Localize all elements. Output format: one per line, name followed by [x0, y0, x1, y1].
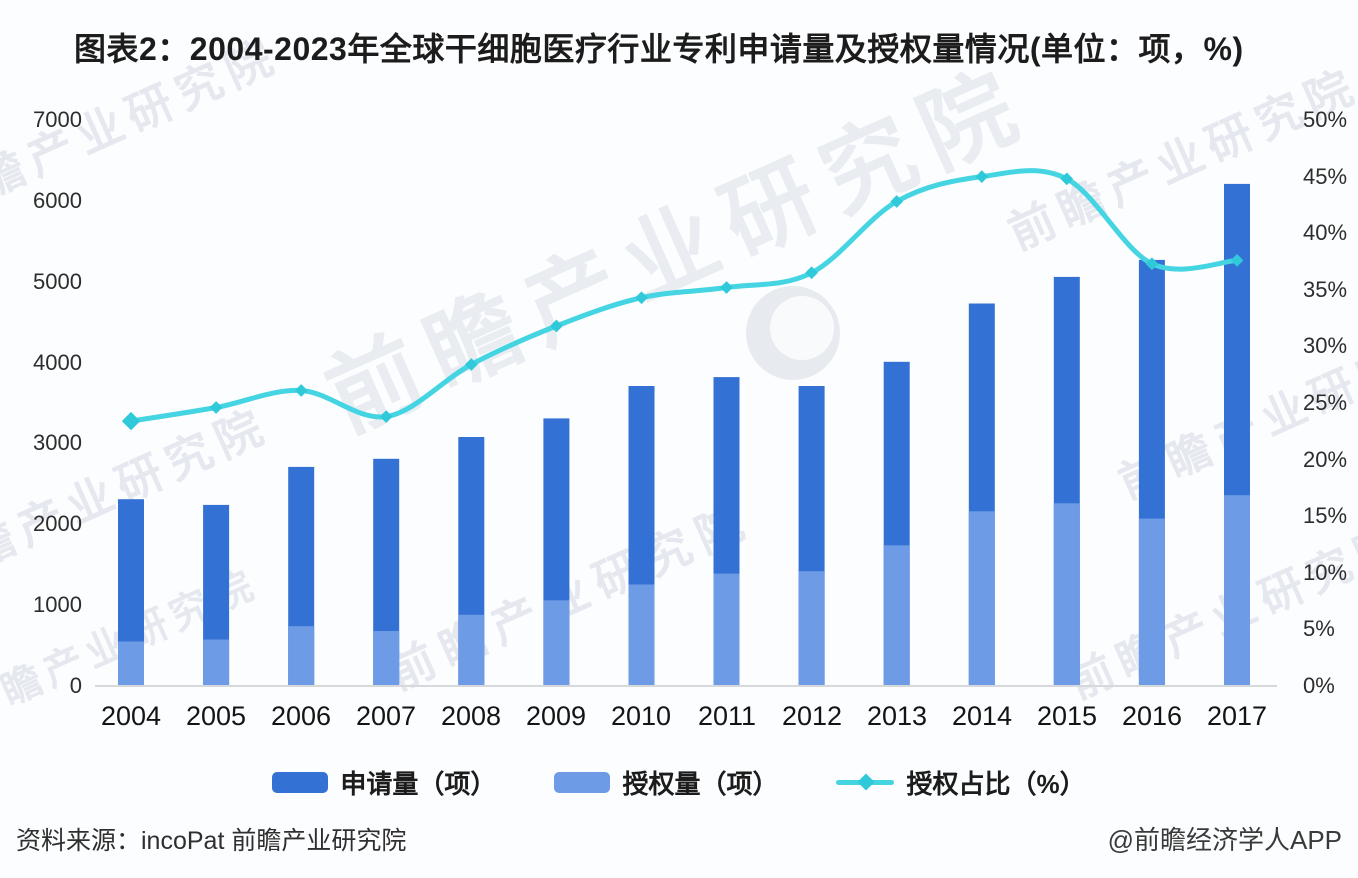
ratio-marker-2008 — [464, 358, 478, 371]
bar-grants-2006 — [288, 626, 315, 686]
left-axis-tick: 1000 — [33, 592, 82, 617]
left-axis-tick: 5000 — [33, 269, 82, 294]
grants-swatch — [554, 771, 611, 793]
x-axis-year-label: 2014 — [951, 701, 1013, 731]
left-axis-tick: 2000 — [33, 511, 82, 536]
bar-grants-2008 — [458, 614, 485, 686]
x-axis-year-label: 2017 — [1206, 701, 1268, 731]
right-axis-tick: 20% — [1303, 447, 1348, 472]
right-axis-tick: 5% — [1303, 616, 1335, 641]
left-axis-tick: 3000 — [33, 430, 82, 455]
right-axis-tick: 25% — [1303, 390, 1348, 415]
bar-grants-2015 — [1053, 503, 1080, 686]
bar-grants-2007 — [373, 631, 400, 686]
legend-item-ratio: 授权占比（%） — [836, 764, 1086, 801]
x-axis-year-label: 2016 — [1121, 701, 1183, 731]
chart-title: 图表2：2004-2023年全球干细胞医疗行业专利申请量及授权量情况(单位：项，… — [74, 31, 1244, 67]
bar-grants-2005 — [203, 639, 230, 686]
x-axis-year-label: 2010 — [610, 701, 672, 731]
bar-grants-2009 — [543, 600, 570, 686]
applications-swatch — [272, 771, 329, 793]
legend-label-ratio: 授权占比（%） — [906, 768, 1086, 799]
bar-grants-2016 — [1138, 518, 1165, 686]
x-axis-year-label: 2004 — [100, 701, 162, 731]
x-axis-year-label: 2009 — [525, 701, 587, 731]
ratio-marker-2011 — [720, 281, 733, 294]
right-axis-tick: 15% — [1303, 503, 1348, 528]
ratio-marker-2014 — [975, 170, 989, 183]
right-axis-tick: 50% — [1303, 107, 1348, 132]
x-axis-year-label: 2005 — [185, 701, 247, 731]
bar-grants-2013 — [883, 545, 910, 686]
right-axis-tick: 45% — [1303, 164, 1348, 189]
footer: 资料来源：incoPat 前瞻产业研究院 @前瞻经济学人APP — [0, 820, 1358, 857]
ratio-marker-2007 — [379, 410, 393, 423]
credit-text: @前瞻经济学人APP — [1107, 825, 1342, 855]
right-axis-tick: 0% — [1303, 673, 1335, 698]
bar-grants-2017 — [1224, 495, 1250, 686]
x-axis-year-label: 2011 — [697, 701, 757, 731]
left-axis-tick: 4000 — [33, 350, 82, 375]
legend-item-applications: 申请量（项） — [272, 764, 496, 801]
x-axis-year-label: 2007 — [355, 701, 417, 731]
ratio-marker-2005 — [209, 401, 223, 414]
left-axis-tick: 6000 — [33, 188, 82, 213]
legend-label-grants: 授权量（项） — [622, 768, 779, 799]
legend-item-grants: 授权量（项） — [554, 764, 778, 801]
x-axis-year-label: 2006 — [270, 701, 332, 731]
x-axis-year-label: 2012 — [781, 701, 843, 731]
left-axis-tick: 7000 — [33, 107, 82, 132]
x-axis-year-label: 2008 — [440, 701, 502, 731]
legend: 申请量（项） 授权量（项） 授权占比（%） — [0, 758, 1358, 806]
right-axis-tick: 30% — [1303, 333, 1348, 358]
x-axis-year-label: 2013 — [866, 701, 928, 731]
right-axis-tick: 40% — [1303, 220, 1348, 245]
ratio-marker-icon — [857, 773, 875, 790]
bar-grants-2014 — [968, 511, 995, 686]
ratio-line-swatch — [836, 773, 895, 790]
left-axis-tick: 0 — [69, 673, 82, 698]
bar-grants-2004 — [118, 641, 144, 686]
ratio-marker-2006 — [294, 384, 308, 397]
bar-grants-2011 — [713, 573, 740, 686]
x-axis-year-label: 2015 — [1036, 701, 1098, 731]
bar-grants-2010 — [628, 584, 655, 686]
bar-grants-2012 — [798, 571, 825, 686]
legend-label-applications: 申请量（项） — [340, 768, 497, 799]
right-axis-tick: 10% — [1303, 560, 1348, 585]
ratio-marker-2010 — [635, 291, 648, 305]
right-axis-tick: 35% — [1303, 277, 1348, 302]
ratio-marker-2004 — [121, 411, 141, 431]
data-source-text: 资料来源：incoPat 前瞻产业研究院 — [16, 826, 407, 855]
